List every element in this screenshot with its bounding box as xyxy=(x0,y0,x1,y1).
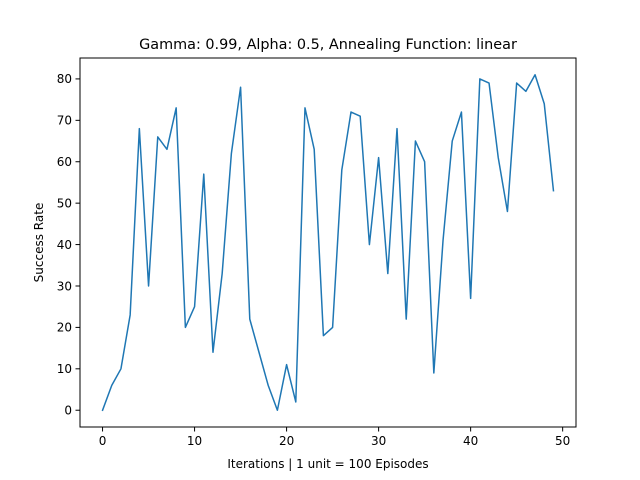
x-tick-label: 50 xyxy=(555,434,570,448)
x-tick-label: 20 xyxy=(279,434,294,448)
series-line-0 xyxy=(101,74,555,412)
x-tick-label: 40 xyxy=(463,434,478,448)
x-tick-label: 0 xyxy=(99,434,107,448)
x-axis-label: Iterations | 1 unit = 100 Episodes xyxy=(227,457,428,471)
y-axis-label: Success Rate xyxy=(32,203,46,283)
y-tick-label: 40 xyxy=(57,238,72,252)
y-axis: 0 10 20 30 40 50 60 70 80 xyxy=(57,72,80,418)
y-tick-label: 70 xyxy=(57,114,72,128)
plot-area xyxy=(101,74,555,412)
x-tick-label: 10 xyxy=(187,434,202,448)
plot-frame xyxy=(79,57,577,428)
y-tick-label: 20 xyxy=(57,321,72,335)
y-tick-label: 10 xyxy=(57,362,72,376)
y-tick-label: 50 xyxy=(57,196,72,210)
y-tick-label: 80 xyxy=(57,72,72,86)
y-tick-label: 30 xyxy=(57,279,72,293)
chart-title: Gamma: 0.99, Alpha: 0.5, Annealing Funct… xyxy=(139,37,517,53)
y-tick-label: 60 xyxy=(57,155,72,169)
x-axis: 0 10 20 30 40 50 xyxy=(99,427,570,448)
y-tick-label: 0 xyxy=(64,404,72,418)
x-tick-label: 30 xyxy=(371,434,386,448)
